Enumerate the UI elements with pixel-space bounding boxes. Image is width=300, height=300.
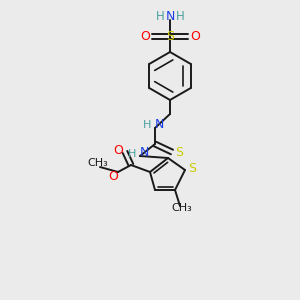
- Text: H: H: [176, 10, 184, 22]
- Text: N: N: [154, 118, 164, 131]
- Text: O: O: [190, 29, 200, 43]
- Text: CH₃: CH₃: [88, 158, 108, 168]
- Text: H: H: [156, 10, 164, 22]
- Text: CH₃: CH₃: [172, 203, 192, 213]
- Text: S: S: [188, 161, 196, 175]
- Text: O: O: [140, 29, 150, 43]
- Text: O: O: [108, 169, 118, 182]
- Text: S: S: [175, 146, 183, 158]
- Text: H: H: [143, 120, 151, 130]
- Text: O: O: [113, 143, 123, 157]
- Text: H: H: [128, 149, 136, 159]
- Text: S: S: [166, 29, 174, 43]
- Text: N: N: [165, 10, 175, 22]
- Text: N: N: [139, 146, 149, 158]
